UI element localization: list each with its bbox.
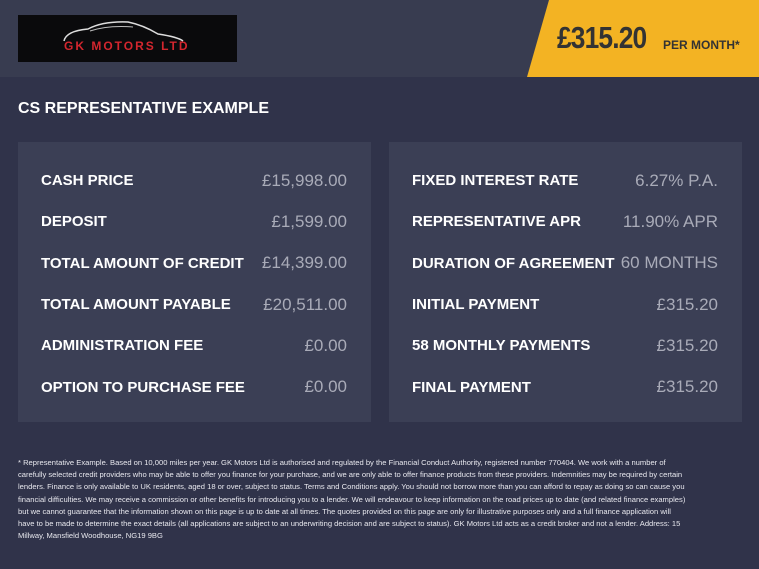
per-month-label: PER MONTH* — [663, 38, 740, 52]
row-value: £0.00 — [304, 335, 347, 355]
header: GK MOTORS LTD £315.20 PER MONTH* — [0, 0, 759, 77]
row-label: CASH PRICE — [41, 172, 134, 190]
row-value: 60 MONTHS — [620, 253, 718, 273]
row-value: £315.20 — [656, 335, 718, 355]
logo[interactable]: GK MOTORS LTD — [18, 15, 237, 62]
finance-row: FINAL PAYMENT £315.20 — [412, 366, 718, 407]
finance-row: INITIAL PAYMENT £315.20 — [412, 284, 718, 325]
monthly-price: £315.20 — [557, 20, 647, 55]
row-label: DEPOSIT — [41, 213, 107, 231]
finance-row: OPTION TO PURCHASE FEE £0.00 — [41, 366, 347, 407]
row-label: TOTAL AMOUNT OF CREDIT — [41, 254, 244, 272]
row-value: £1,599.00 — [271, 211, 347, 231]
disclaimer: * Representative Example. Based on 10,00… — [18, 458, 686, 541]
row-value: £0.00 — [304, 377, 347, 397]
row-value: £14,399.00 — [261, 253, 347, 273]
row-label: DURATION OF AGREEMENT — [412, 254, 615, 272]
row-label: ADMINISTRATION FEE — [41, 337, 204, 355]
left-panel: CASH PRICE £15,998.00 DEPOSIT £1,599.00 TO… — [18, 142, 371, 422]
right-panel: FIXED INTEREST RATE 6.27% P.A. REPRESENTA… — [389, 142, 742, 422]
row-label: 58 MONTHLY PAYMENTS — [412, 337, 591, 355]
row-label: TOTAL AMOUNT PAYABLE — [41, 296, 231, 314]
row-label: FIXED INTEREST RATE — [412, 172, 579, 190]
monthly-price-badge: £315.20 PER MONTH* — [527, 0, 759, 77]
row-value: 6.27% P.A. — [635, 170, 718, 190]
row-value: £20,511.00 — [263, 294, 347, 314]
row-value: £315.20 — [656, 294, 718, 314]
row-value: £15,998.00 — [261, 170, 347, 190]
car-silhouette-icon — [63, 21, 184, 42]
row-value: 11.90% APR — [622, 211, 718, 231]
finance-row: CASH PRICE £15,998.00 — [41, 160, 347, 201]
section-title: CS REPRESENTATIVE EXAMPLE — [18, 100, 269, 117]
logo-text: GK MOTORS LTD — [64, 39, 190, 53]
row-label: OPTION TO PURCHASE FEE — [41, 378, 245, 396]
finance-row: DEPOSIT £1,599.00 — [41, 201, 347, 242]
row-label: FINAL PAYMENT — [412, 378, 531, 396]
finance-row: DURATION OF AGREEMENT 60 MONTHS — [412, 243, 718, 284]
row-value: £315.20 — [656, 377, 718, 397]
finance-row: REPRESENTATIVE APR 11.90% APR — [412, 201, 718, 242]
finance-row: TOTAL AMOUNT OF CREDIT £14,399.00 — [41, 243, 347, 284]
row-label: REPRESENTATIVE APR — [412, 213, 581, 231]
finance-row: FIXED INTEREST RATE 6.27% P.A. — [412, 160, 718, 201]
row-label: INITIAL PAYMENT — [412, 296, 540, 314]
finance-row: ADMINISTRATION FEE £0.00 — [41, 325, 347, 366]
finance-row: 58 MONTHLY PAYMENTS £315.20 — [412, 325, 718, 366]
finance-row: TOTAL AMOUNT PAYABLE £20,511.00 — [41, 284, 347, 325]
